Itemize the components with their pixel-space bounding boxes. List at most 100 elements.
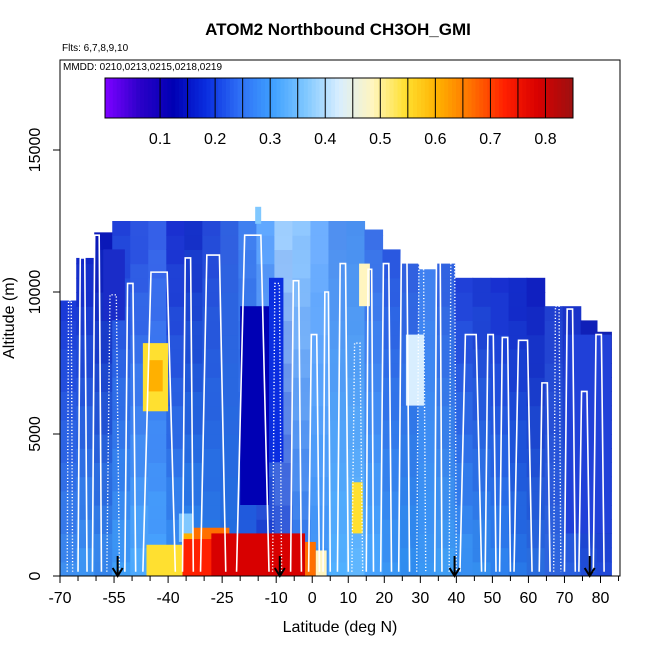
colorbar-swatch — [495, 78, 500, 118]
heat-cell — [364, 476, 384, 492]
heat-cell — [148, 320, 167, 336]
y-axis: 0 5000 10000 15000 — [27, 128, 60, 580]
colorbar-swatch — [319, 78, 324, 118]
heat-cell — [292, 235, 312, 250]
heat-cell — [148, 277, 167, 293]
heat-cell — [256, 505, 275, 520]
heat-cell — [202, 263, 221, 279]
heat-cell — [346, 448, 366, 463]
heat-cell — [364, 235, 384, 250]
heat-cell — [60, 334, 77, 350]
heat-cell — [310, 419, 330, 435]
heat-cell — [526, 377, 546, 392]
heat-cell — [220, 334, 239, 350]
colorbar-swatch — [233, 78, 239, 118]
colorbar-swatch — [467, 78, 473, 118]
heat-cell — [400, 277, 420, 293]
heat-cell — [418, 533, 438, 549]
heat-cell — [202, 391, 221, 407]
heat-cell — [148, 533, 167, 549]
colorbar-swatch — [440, 78, 445, 118]
heat-cell — [94, 533, 113, 549]
flight-profile — [498, 336, 512, 572]
heat-cell — [184, 490, 203, 506]
heat-cell — [364, 405, 384, 421]
heat-cell — [472, 320, 492, 336]
heat-cell — [220, 490, 239, 506]
heat-cell — [76, 505, 95, 520]
heat-cell — [382, 505, 402, 520]
heat-cell — [60, 320, 77, 336]
heat-cell — [112, 377, 131, 392]
heat-cell — [436, 533, 456, 549]
heat-cell — [436, 348, 456, 364]
colorbar-swatch — [303, 78, 309, 118]
colorbar-tick-label: 0.7 — [479, 131, 501, 148]
colorbar-swatch — [487, 78, 492, 118]
heat-cell — [346, 377, 366, 392]
heat-cell — [328, 363, 348, 378]
heat-cell — [76, 490, 95, 506]
heat-cell — [292, 434, 312, 449]
heat-cell — [382, 462, 402, 478]
colorbar-tick-label: 0.4 — [314, 131, 336, 148]
heat-cell — [364, 249, 384, 265]
flight-profile — [365, 268, 375, 572]
heat-cell — [94, 320, 113, 336]
colorbar-swatch — [300, 78, 305, 118]
heat-cell — [400, 476, 420, 492]
x-tick-label: 60 — [520, 590, 538, 607]
heat-cell — [202, 235, 221, 250]
heat-cell — [328, 306, 348, 321]
heat-cell — [166, 348, 185, 364]
heat-cell — [184, 476, 203, 492]
heat-cell — [184, 320, 203, 336]
flight-profile-layer — [66, 234, 605, 572]
heat-cell — [166, 263, 185, 279]
heat-cell — [60, 300, 77, 307]
colorbar-swatch — [339, 78, 344, 118]
colorbar-swatch — [183, 78, 188, 118]
colorbar-swatch — [456, 78, 461, 118]
heat-cell — [76, 547, 95, 563]
heat-cell — [400, 263, 420, 279]
heat-cell — [508, 419, 528, 435]
heat-cell — [490, 277, 510, 293]
heat-cell — [220, 448, 239, 463]
x-tick-label: 20 — [375, 590, 393, 607]
colorbar-swatch — [151, 78, 157, 118]
y-tick-label: 15000 — [27, 128, 44, 173]
colorbar-swatch — [374, 78, 379, 118]
heat-cell — [220, 320, 239, 336]
colorbar-swatch — [210, 78, 215, 118]
flight-profile — [271, 282, 283, 572]
heat-cell — [148, 519, 167, 534]
heat-cell — [436, 561, 456, 576]
colorbar-swatch — [502, 78, 508, 118]
colorbar-swatch — [331, 78, 336, 118]
colorbar-swatch — [140, 78, 145, 118]
heat-cell — [220, 277, 239, 293]
colorbar-swatch — [432, 78, 437, 118]
heat-cell — [238, 235, 257, 250]
heat-cell — [382, 249, 402, 265]
heat-cell — [508, 277, 528, 293]
colorbar-swatch — [413, 78, 418, 118]
heat-cell — [364, 306, 384, 321]
x-tick-label: 50 — [484, 590, 502, 607]
colorbar-swatch — [261, 78, 266, 118]
colorbar-swatch — [424, 78, 430, 118]
heat-cell — [526, 519, 546, 534]
heat-cell — [94, 419, 113, 435]
flight-profile — [433, 242, 443, 572]
heat-cell — [292, 363, 312, 378]
heat-cell — [184, 263, 203, 279]
heat-cell — [490, 405, 510, 421]
heat-cell — [544, 434, 564, 449]
heat-cell — [346, 561, 366, 576]
colorbar-tick-label: 0.1 — [149, 131, 171, 148]
flight-profile — [416, 257, 427, 572]
heat-cell — [508, 490, 528, 506]
colorbar-swatch — [186, 78, 192, 118]
heat-cell — [382, 448, 402, 463]
